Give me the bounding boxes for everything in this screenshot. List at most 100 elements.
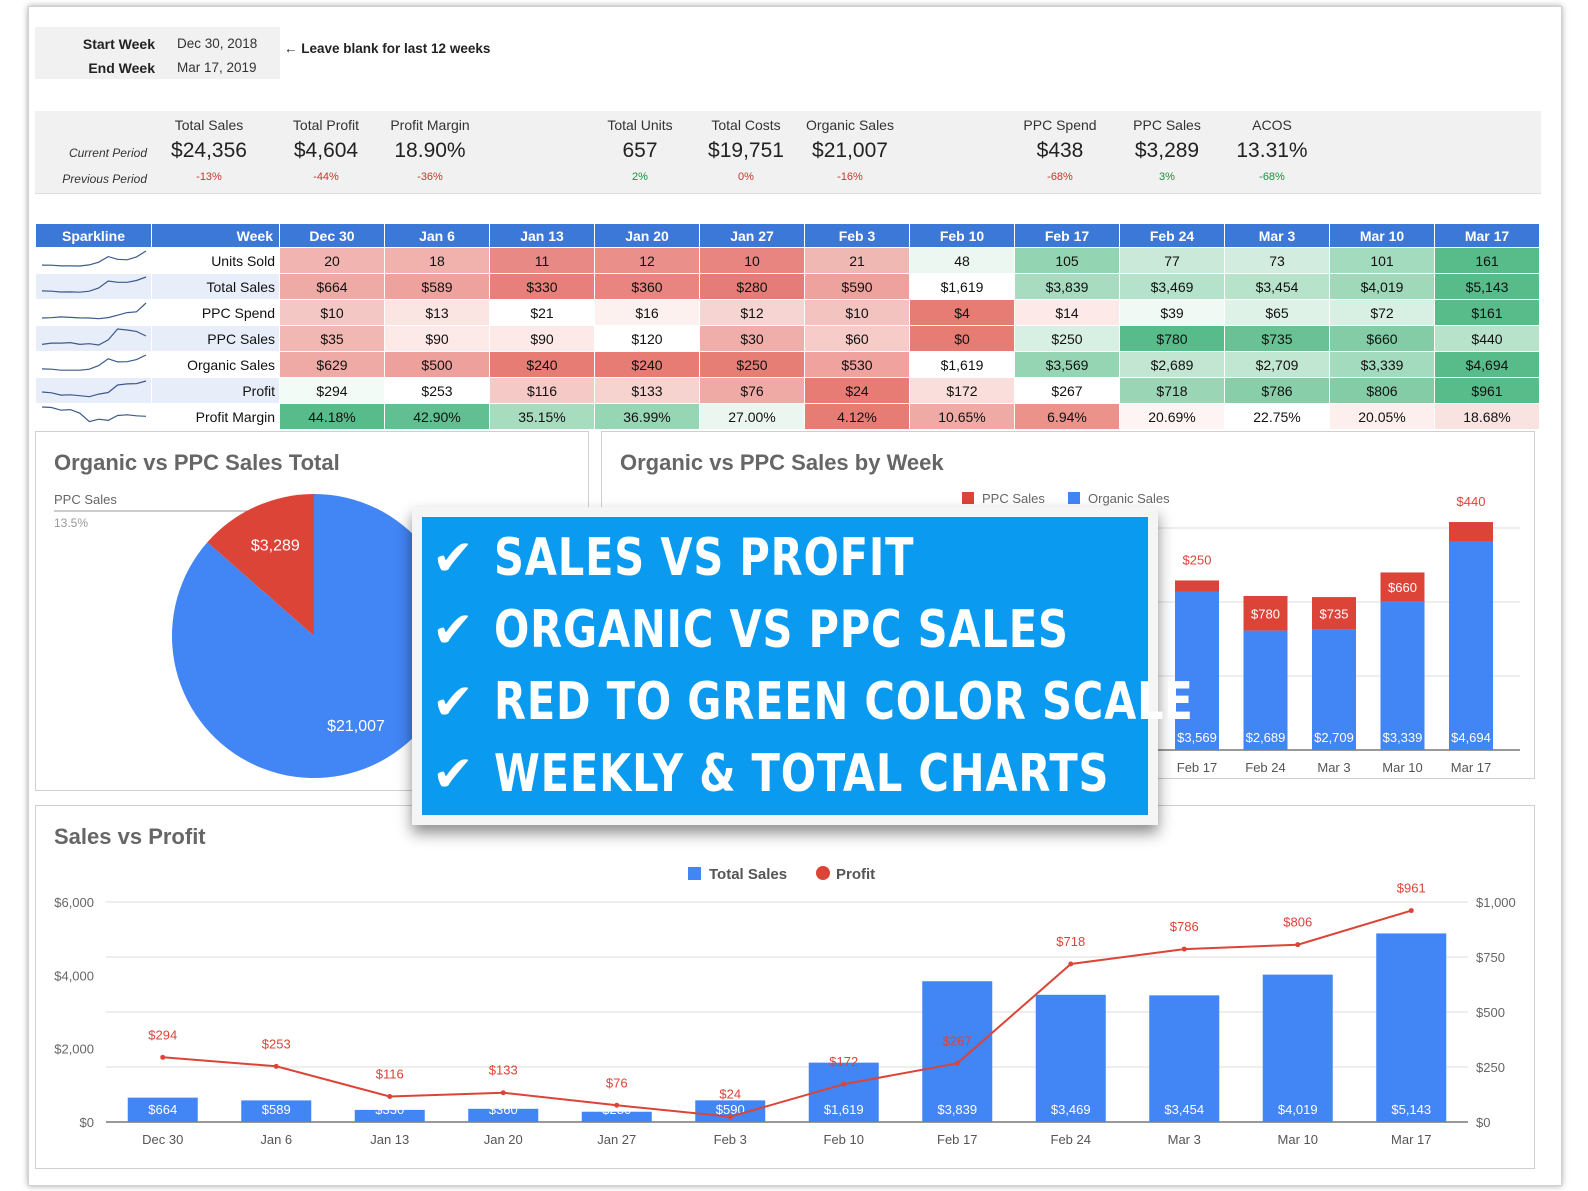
sparkline-header: Sparkline bbox=[35, 223, 152, 248]
pie-legend-name: PPC Sales bbox=[54, 492, 117, 507]
table-cell: 105 bbox=[1014, 247, 1120, 274]
week-column-header: Feb 10 bbox=[909, 223, 1015, 248]
promo-text-1: SALES VS PROFIT bbox=[494, 528, 915, 588]
combo-sales-bar bbox=[922, 981, 993, 1122]
combo-sales-label: $3,469 bbox=[1051, 1102, 1091, 1117]
combo-legend-swatch-sales bbox=[688, 867, 701, 880]
sparkline-line bbox=[41, 250, 146, 267]
combo-sales-bar bbox=[1262, 974, 1333, 1122]
sparkline-cell bbox=[35, 351, 152, 378]
metric-label: Total Sales bbox=[174, 117, 244, 133]
metric-label: PPC Spend bbox=[1023, 117, 1097, 133]
table-cell: $530 bbox=[804, 351, 910, 378]
combo-x-tick: Feb 3 bbox=[714, 1132, 747, 1147]
table-row: Profit Margin 44.18% 42.90% 35.15% 36.99% 27.… bbox=[35, 403, 1540, 430]
combo-profit-point bbox=[727, 1114, 733, 1120]
combo-profit-label: $961 bbox=[1397, 881, 1426, 896]
combo-left-tick: $2,000 bbox=[54, 1042, 94, 1057]
row-label: PPC Sales bbox=[151, 325, 280, 352]
table-cell: 12 bbox=[594, 247, 700, 274]
metric-value: 18.90% bbox=[394, 139, 466, 162]
table-row: Total Sales $664 $589 $330 $360 $280 $590 $1,61… bbox=[35, 273, 1540, 300]
combo-profit-label: $786 bbox=[1170, 919, 1199, 934]
table-cell: $5,143 bbox=[1434, 273, 1540, 300]
combo-profit-label: $24 bbox=[719, 1087, 741, 1102]
table-cell: 22.75% bbox=[1224, 403, 1330, 430]
table-cell: $14 bbox=[1014, 299, 1120, 326]
weekly-ppc-label: $660 bbox=[1388, 580, 1417, 595]
pie-slice-label: $3,289 bbox=[251, 538, 300, 555]
metric-label: Total Units bbox=[607, 117, 673, 133]
combo-profit-point bbox=[387, 1093, 393, 1099]
weekly-bar-ppc bbox=[1380, 572, 1425, 602]
metric-change: -13% bbox=[196, 171, 222, 183]
table-cell: $629 bbox=[279, 351, 385, 378]
week-column-header: Dec 30 bbox=[279, 223, 385, 248]
table-cell: $330 bbox=[489, 273, 595, 300]
table-cell: $961 bbox=[1434, 377, 1540, 404]
sparkline bbox=[41, 302, 146, 320]
table-cell: $35 bbox=[279, 325, 385, 352]
table-cell: $664 bbox=[279, 273, 385, 300]
weekly-bar-organic bbox=[1449, 541, 1493, 750]
combo-profit-point bbox=[954, 1060, 960, 1066]
end-week-input[interactable]: Mar 17, 2019 bbox=[177, 60, 257, 75]
combo-right-tick: $0 bbox=[1476, 1115, 1490, 1130]
combo-legend-label-sales: Total Sales bbox=[709, 866, 787, 883]
combo-sales-label: $664 bbox=[148, 1102, 177, 1117]
table-cell: $72 bbox=[1329, 299, 1435, 326]
table-cell: $240 bbox=[594, 351, 700, 378]
table-cell: 11 bbox=[489, 247, 595, 274]
combo-profit-point bbox=[614, 1102, 620, 1108]
table-cell: 20 bbox=[279, 247, 385, 274]
promo-text-2: ORGANIC VS PPC SALES bbox=[494, 600, 1069, 660]
combo-right-tick: $1,000 bbox=[1476, 895, 1516, 910]
combo-sales-bar bbox=[581, 1111, 652, 1122]
sparkline-cell bbox=[35, 377, 152, 404]
table-cell: 4.12% bbox=[804, 403, 910, 430]
table-cell: $30 bbox=[699, 325, 805, 352]
metric-change: 0% bbox=[738, 171, 754, 183]
combo-sales-bar bbox=[695, 1100, 766, 1122]
table-cell: $2,689 bbox=[1119, 351, 1225, 378]
sparkline-cell bbox=[35, 299, 152, 326]
check-icon: ✔ bbox=[432, 673, 474, 731]
combo-left-tick: $4,000 bbox=[54, 968, 94, 983]
combo-x-tick: Jan 13 bbox=[370, 1132, 409, 1147]
check-icon: ✔ bbox=[432, 745, 474, 803]
week-column-header: Jan 20 bbox=[594, 223, 700, 248]
end-week-label: End Week bbox=[88, 60, 155, 76]
combo-x-tick: Mar 17 bbox=[1391, 1132, 1431, 1147]
promo-line-2: ✔ ORGANIC VS PPC SALES bbox=[432, 595, 1212, 665]
sales-profit-panel: Sales vs Profit Total Sales Profit $0 $2,00… bbox=[35, 805, 1535, 1169]
sparkline-line bbox=[41, 354, 146, 371]
metric-value: 13.31% bbox=[1236, 139, 1308, 162]
table-cell: $280 bbox=[699, 273, 805, 300]
combo-sales-label: $330 bbox=[375, 1102, 404, 1117]
pie-chart: PPC Sales 13.5% $3,289 $21,007 bbox=[54, 492, 456, 778]
table-cell: $13 bbox=[384, 299, 490, 326]
sparkline bbox=[41, 276, 146, 293]
row-label: PPC Spend bbox=[151, 299, 280, 326]
table-cell: $590 bbox=[804, 273, 910, 300]
weekly-bar-ppc bbox=[1312, 597, 1356, 630]
weekly-ppc-label: $780 bbox=[1251, 606, 1280, 621]
combo-profit-label: $294 bbox=[148, 1027, 177, 1042]
table-cell: $12 bbox=[699, 299, 805, 326]
start-week-label: Start Week bbox=[82, 36, 155, 52]
table-cell: $589 bbox=[384, 273, 490, 300]
table-cell: $806 bbox=[1329, 377, 1435, 404]
combo-sales-label: $5,143 bbox=[1391, 1102, 1431, 1117]
combo-x-tick: Mar 3 bbox=[1168, 1132, 1201, 1147]
pie-slice-organic-sales bbox=[171, 494, 456, 778]
table-cell: $780 bbox=[1119, 325, 1225, 352]
table-cell: $0 bbox=[909, 325, 1015, 352]
weekly-ppc-label: $440 bbox=[1457, 494, 1486, 509]
week-column-header: Jan 27 bbox=[699, 223, 805, 248]
sparkline-cell bbox=[35, 403, 152, 430]
combo-sales-bar bbox=[1376, 933, 1447, 1122]
start-week-input[interactable]: Dec 30, 2018 bbox=[177, 36, 258, 51]
table-row: Units Sold 20 18 11 12 10 21 48 105 77 73 101 161 bbox=[35, 247, 1540, 274]
table-cell: $3,454 bbox=[1224, 273, 1330, 300]
table-cell: $2,709 bbox=[1224, 351, 1330, 378]
